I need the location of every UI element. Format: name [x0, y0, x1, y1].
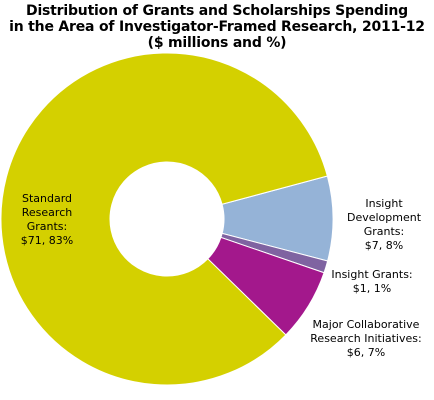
slice-label-line: Research Initiatives:: [310, 332, 422, 345]
chart-title-line-2: in the Area of Investigator-Framed Resea…: [9, 19, 425, 35]
slice-label-line: Grants:: [363, 225, 405, 238]
slice-label-line: Standard: [21, 192, 73, 205]
slice-label-line: Insight: [365, 197, 403, 210]
slice-label-line: Grants:: [26, 220, 68, 233]
slice-label-line: Development: [346, 211, 422, 224]
slice-label-line: Insight Grants:: [331, 268, 413, 281]
slice-label-line: $71, 83%: [20, 234, 74, 247]
chart-title-line-3: ($ millions and %): [147, 35, 287, 51]
chart-title: Distribution of Grants and Scholarships …: [0, 3, 434, 51]
slice-label-line: Major Collaborative: [312, 318, 420, 331]
slice-label-line: $7, 8%: [364, 239, 404, 252]
slice-label-insight-grants: Insight Grants: $1, 1%: [324, 268, 420, 296]
slice-label-insight-development: Insight Development Grants: $7, 8%: [336, 197, 432, 253]
chart-title-line-1: Distribution of Grants and Scholarships …: [26, 3, 408, 19]
slice-label-standard-research: Standard Research Grants: $71, 83%: [4, 192, 90, 248]
slice-label-line: $1, 1%: [352, 282, 392, 295]
slice-standard-research-grants: [0, 52, 328, 386]
slice-label-line: $6, 7%: [346, 346, 386, 359]
slice-label-line: Research: [21, 206, 73, 219]
slice-label-major-collaborative: Major Collaborative Research Initiatives…: [300, 318, 432, 360]
